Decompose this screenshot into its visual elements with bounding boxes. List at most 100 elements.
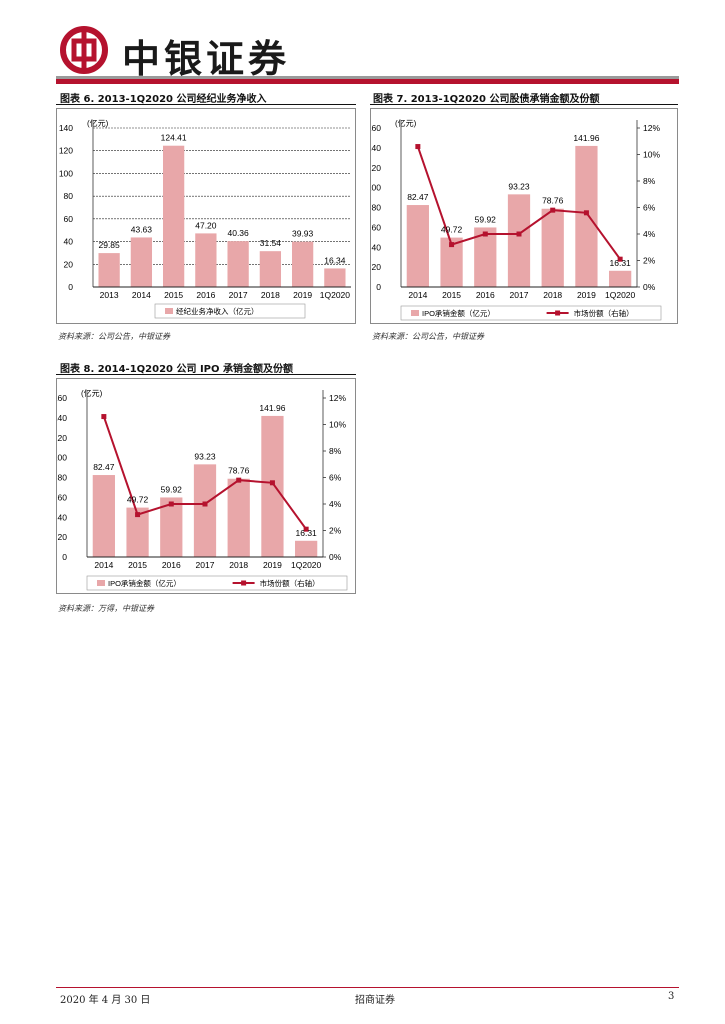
share-point-2015 <box>449 242 455 248</box>
legend-box <box>86 575 348 591</box>
bar-2015 <box>162 145 185 287</box>
share-point-2017 <box>202 501 208 507</box>
y-axis-unit-label: (亿元) <box>81 388 103 398</box>
legend-swatch-bar <box>165 308 173 314</box>
share-point-2017 <box>516 231 522 237</box>
data-label-1Q2020: 16.34 <box>324 255 346 265</box>
bar-2018 <box>541 208 564 287</box>
y-tick-label: 0 <box>376 282 381 292</box>
figure6-title: 图表 6. 2013-1Q2020 公司经纪业务净收入 <box>60 94 267 105</box>
legend-label-bar: IPO承销金额（亿元） <box>422 308 495 318</box>
bar-1Q2020 <box>295 540 318 557</box>
y2-tick-label: 12% <box>643 123 660 133</box>
data-label-2014: 82.47 <box>93 462 115 472</box>
figure7-title: 图表 7. 2013-1Q2020 公司股债承销金额及份额 <box>373 94 600 105</box>
y-tick-label: 40 <box>372 242 382 252</box>
data-label-2015: 49.72 <box>127 495 149 505</box>
bar-2014 <box>406 205 429 287</box>
share-point-1Q2020 <box>617 256 623 262</box>
x-tick-label: 2015 <box>128 560 147 570</box>
data-label-1Q2020: 16.31 <box>296 528 318 538</box>
y-tick-label: 120 <box>59 146 73 156</box>
x-tick-label: 1Q2020 <box>291 560 322 570</box>
y-axis-unit-label: (亿元) <box>87 118 109 128</box>
x-tick-label: 2018 <box>261 290 280 300</box>
y2-tick-label: 0% <box>643 282 656 292</box>
figure8-title-rule <box>56 374 356 375</box>
bar-2015 <box>440 237 463 287</box>
legend-swatch-marker <box>241 580 247 586</box>
legend-box <box>154 303 306 319</box>
y-tick-label: 60 <box>64 214 74 224</box>
y2-tick-label: 8% <box>329 446 342 456</box>
figure7-source: 资料来源：公司公告，中银证券 <box>372 332 484 341</box>
y-tick-label: 140 <box>59 123 73 133</box>
y2-tick-label: 12% <box>329 393 346 403</box>
y-tick-label: 100 <box>59 168 73 178</box>
legend-swatch-marker <box>555 310 561 316</box>
bar-1Q2020 <box>324 268 346 287</box>
share-point-2016 <box>482 231 488 237</box>
bar-2014 <box>130 237 153 287</box>
x-tick-label: 2014 <box>132 290 151 300</box>
y-tick-label: 40 <box>64 237 74 247</box>
x-tick-label: 2019 <box>577 290 596 300</box>
data-label-1Q2020: 16.31 <box>610 258 632 268</box>
footer-page-number: 3 <box>668 991 675 1002</box>
y-tick-label: 140 <box>371 143 381 153</box>
data-label-2014: 82.47 <box>407 192 429 202</box>
legend-box <box>400 305 662 321</box>
y-tick-label: 0 <box>68 282 73 292</box>
data-label-2016: 47.20 <box>195 220 217 230</box>
data-label-2016: 59.92 <box>475 214 497 224</box>
data-label-2018: 78.76 <box>228 466 250 476</box>
figure8-chart-box: (亿元) 0 20 40 60 80 100 120 140 160 0% 2% 4% 6% 8% 10% 12… <box>53 378 356 594</box>
legend-swatch-bar <box>97 580 105 586</box>
header-rule-gray <box>56 76 679 79</box>
share-point-2018 <box>236 477 242 483</box>
x-tick-label: 1Q2020 <box>320 290 351 300</box>
data-label-2016: 59.92 <box>161 484 183 494</box>
y-tick-label: 120 <box>57 433 67 443</box>
legend-label-line: 市场份额（右轴） <box>260 578 320 588</box>
bar-2017 <box>227 241 249 287</box>
data-label-2015: 124.41 <box>161 133 187 143</box>
bar-2018 <box>259 251 282 287</box>
y2-tick-label: 2% <box>329 526 342 536</box>
x-tick-label: 2019 <box>263 560 282 570</box>
data-label-2018: 78.76 <box>542 196 564 206</box>
figure7-chart: (亿元) 0 20 40 60 80 100 120 140 160 0% 2% 4% 6% 8% 10% 12… <box>367 118 662 321</box>
bar-2016 <box>195 233 217 287</box>
x-tick-label: 2018 <box>229 560 248 570</box>
figure6-source: 资料来源：公司公告，中银证券 <box>58 332 170 341</box>
legend-label-bar: 经纪业务净收入（亿元） <box>176 306 259 316</box>
share-point-2018 <box>550 207 556 213</box>
x-tick-label: 2013 <box>100 290 119 300</box>
brand-logo: 中银证券 <box>60 24 320 81</box>
legend-label-line: 市场份额（右轴） <box>574 308 634 318</box>
bar-2017 <box>507 194 531 287</box>
figure6-title-rule <box>56 104 356 105</box>
bar-2015 <box>126 507 149 557</box>
x-tick-label: 2017 <box>196 560 215 570</box>
bar-2016 <box>160 497 183 557</box>
share-point-2015 <box>135 512 141 518</box>
data-label-2017: 93.23 <box>194 451 216 461</box>
data-label-2019: 141.96 <box>259 403 285 413</box>
x-tick-label: 2017 <box>229 290 248 300</box>
brand-name: 中银证券 <box>122 36 291 81</box>
y-tick-label: 160 <box>57 393 67 403</box>
boc-logo-icon <box>60 26 108 74</box>
legend-swatch-bar <box>411 310 419 316</box>
y-tick-label: 160 <box>371 123 381 133</box>
y-tick-label: 20 <box>64 259 74 269</box>
y2-tick-label: 6% <box>329 473 342 483</box>
y-tick-label: 80 <box>64 191 74 201</box>
y-tick-label: 80 <box>372 203 382 213</box>
y-axis-unit-label: (亿元) <box>395 118 417 128</box>
bar-2019 <box>575 145 598 287</box>
share-point-2019 <box>583 210 589 216</box>
footer-date: 2020 年 4 月 30 日 <box>60 995 151 1006</box>
y2-tick-label: 4% <box>643 229 656 239</box>
y-tick-label: 60 <box>372 222 382 232</box>
